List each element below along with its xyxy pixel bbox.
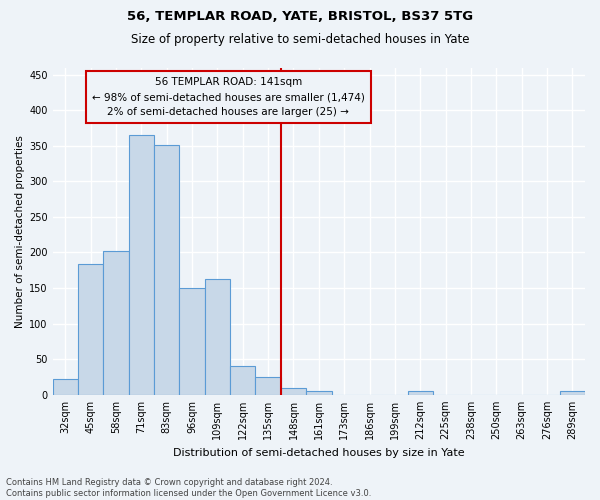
Text: Size of property relative to semi-detached houses in Yate: Size of property relative to semi-detach… xyxy=(131,32,469,46)
Bar xyxy=(560,391,585,395)
Bar xyxy=(407,391,433,395)
Bar xyxy=(306,391,332,395)
Bar xyxy=(129,135,154,395)
Text: Contains HM Land Registry data © Crown copyright and database right 2024.
Contai: Contains HM Land Registry data © Crown c… xyxy=(6,478,371,498)
Bar xyxy=(179,288,205,395)
Bar xyxy=(205,279,230,395)
X-axis label: Distribution of semi-detached houses by size in Yate: Distribution of semi-detached houses by … xyxy=(173,448,464,458)
Bar xyxy=(281,388,306,395)
Bar xyxy=(154,145,179,395)
Bar xyxy=(256,377,281,395)
Bar xyxy=(78,264,103,395)
Text: 56, TEMPLAR ROAD, YATE, BRISTOL, BS37 5TG: 56, TEMPLAR ROAD, YATE, BRISTOL, BS37 5T… xyxy=(127,10,473,23)
Bar xyxy=(53,379,78,395)
Bar xyxy=(103,251,129,395)
Y-axis label: Number of semi-detached properties: Number of semi-detached properties xyxy=(15,134,25,328)
Text: 56 TEMPLAR ROAD: 141sqm
← 98% of semi-detached houses are smaller (1,474)
2% of : 56 TEMPLAR ROAD: 141sqm ← 98% of semi-de… xyxy=(92,78,365,117)
Bar xyxy=(230,366,256,395)
